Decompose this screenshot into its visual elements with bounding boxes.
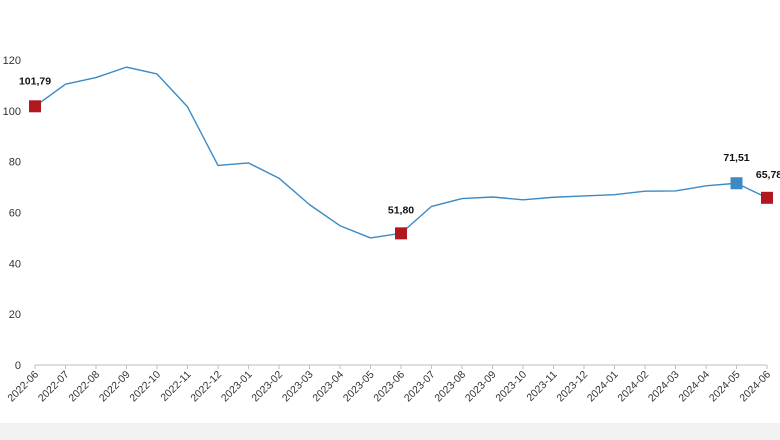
x-tick-label: 2023-07 [402, 369, 438, 405]
x-tick-label: 2022-08 [66, 369, 102, 405]
x-tick-label: 2023-02 [249, 369, 285, 405]
x-tick-label: 2024-06 [737, 369, 773, 405]
x-tick-label: 2023-03 [280, 369, 316, 405]
data-label: 101,79 [19, 75, 51, 87]
x-tick-label: 2023-01 [219, 369, 255, 405]
highlight-marker [395, 227, 407, 240]
y-tick-label: 20 [9, 309, 21, 321]
y-tick-label: 40 [9, 258, 21, 270]
x-tick-label: 2024-04 [676, 369, 712, 405]
x-tick-label: 2022-10 [127, 369, 163, 405]
x-tick-label: 2023-06 [371, 369, 407, 405]
x-tick-label: 2024-02 [615, 369, 651, 405]
x-tick-label: 2023-12 [554, 369, 590, 405]
x-tick-label: 2023-05 [341, 369, 377, 405]
y-tick-label: 100 [3, 106, 21, 118]
x-tick-label: 2022-07 [36, 369, 72, 405]
y-tick-label: 0 [15, 360, 21, 372]
x-tick-label: 2022-11 [158, 369, 193, 404]
x-tick-label: 2022-09 [97, 369, 133, 405]
x-tick-label: 2024-03 [646, 369, 682, 405]
footer-band [0, 423, 780, 440]
x-tick-label: 2022-06 [5, 369, 41, 405]
y-axis: 0 20 40 60 80 100 120 [3, 55, 21, 372]
x-tick-label: 2022-12 [188, 369, 224, 405]
x-tick-label: 2023-04 [310, 369, 346, 405]
y-tick-label: 80 [9, 157, 21, 169]
x-tick-label: 2023-10 [493, 369, 529, 405]
x-axis: 2022-062022-072022-082022-092022-102022-… [5, 364, 773, 405]
x-tick-label: 2023-09 [463, 369, 499, 405]
x-tick-label: 2024-01 [585, 369, 621, 405]
highlight-marker [761, 191, 773, 204]
data-label: 51,80 [388, 204, 414, 216]
y-tick-label: 120 [3, 55, 21, 67]
x-tick-label: 2023-11 [524, 369, 559, 404]
x-tick-label: 2023-08 [432, 369, 468, 405]
data-label: 65,78 [756, 169, 780, 181]
data-label: 71,51 [723, 152, 749, 164]
x-tick-label: 2024-05 [707, 369, 743, 405]
markers-group: 101,79 51,80 71,51 65,78 [19, 75, 780, 240]
y-tick-label: 60 [9, 208, 21, 220]
highlight-marker [730, 177, 743, 190]
highlight-marker [29, 100, 41, 113]
